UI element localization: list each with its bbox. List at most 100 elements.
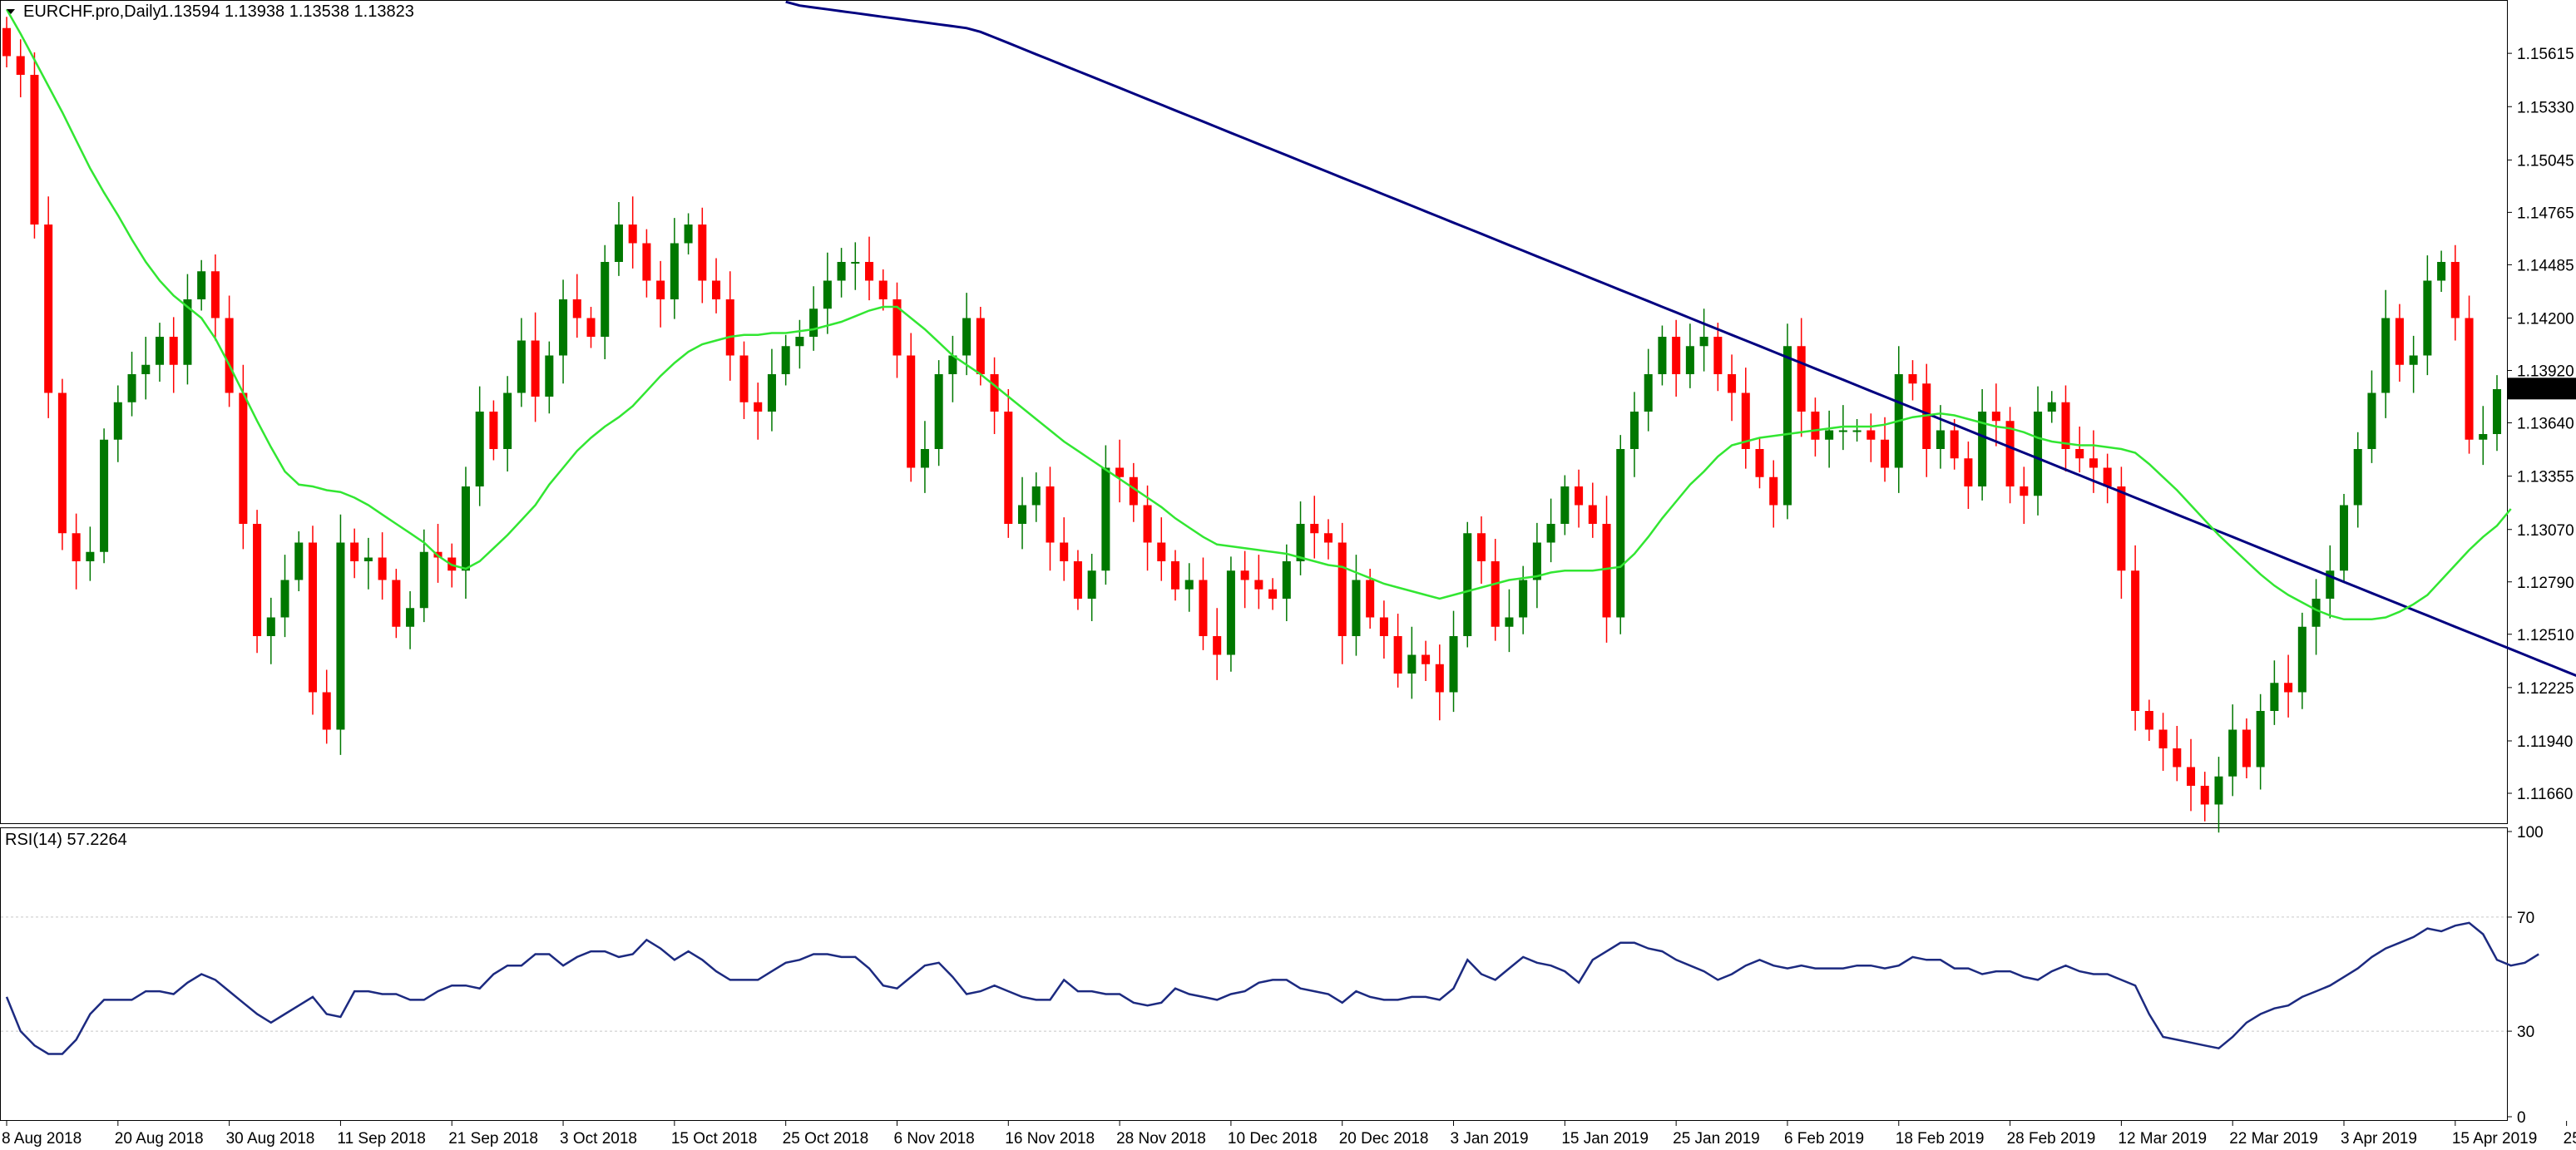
rsi-header: RSI(14) 57.2264 [5,831,127,849]
candle-bear [1602,524,1611,618]
x-tick-label: 15 Apr 2019 [2452,1130,2537,1148]
candle-bear [225,318,234,393]
y-tick-label: 1.15615 [2517,46,2574,63]
candle-bull [2228,729,2237,777]
x-tick-label: 25 Apr 2019 [2564,1130,2576,1148]
candle-bear [378,557,387,580]
x-tick-label: 25 Jan 2019 [1673,1130,1760,1148]
candle-bull [809,308,818,337]
candle-bear [1254,580,1263,590]
candle-bear [1366,580,1375,618]
y-tick-label: 1.14765 [2517,205,2574,222]
candle-bull [197,271,206,299]
candle-bull [1449,636,1458,693]
current-price-tag [2508,378,2576,400]
rsi-tick-label: 30 [2517,1024,2534,1041]
candle-bull [559,299,568,356]
candle-bull [2270,683,2279,711]
candle-bull [2034,412,2043,496]
candle-bull [1184,580,1194,590]
candle-bear [865,262,874,281]
candle-bear [586,318,596,337]
x-tick-label: 28 Feb 2019 [2007,1130,2096,1148]
header-dropdown-triangle-icon[interactable] [7,9,15,14]
rsi-line [5,921,2539,1055]
candle-bear [2450,262,2460,318]
candle-bull [1685,346,1694,374]
y-tick-label: 1.15330 [2517,99,2574,116]
candle-bear [725,299,734,356]
candle-bull [363,557,373,561]
candle-bear [2131,570,2140,711]
candle-bear [2465,318,2474,440]
candle-bull [1226,570,1235,655]
candle-bear [1811,412,1820,440]
candle-bear [2005,421,2015,486]
candle-bull [2409,355,2418,365]
candle-bear [253,524,262,636]
candle-bear [239,392,248,524]
candle-bear [907,355,916,468]
candle-bear [2144,711,2153,730]
candle-bull [545,355,554,397]
x-axis: 8 Aug 2018 20 Aug 2018 30 Aug 2018 11 Sep 2… [2,1121,2576,1148]
candle-bull [127,374,136,402]
candle-bear [572,299,581,318]
candle-bull [1978,412,1987,486]
candle-bull [837,262,846,281]
y-tick-label: 1.13640 [2517,416,2574,433]
candle-bear [1908,374,1917,384]
candle-bull [2367,392,2376,449]
candle-bull [684,225,693,244]
candle-bull [2381,318,2391,393]
candle-bull [1658,337,1667,374]
candle-bull [1519,580,1528,618]
candle-bear [2089,458,2098,468]
candle-bear [1323,533,1333,543]
current-price-label: 1.13823 [2512,381,2569,398]
y-tick-label: 1.14200 [2517,311,2574,328]
candle-bear [72,533,81,561]
candle-bull [1352,580,1361,636]
candle-bull [2492,389,2502,434]
candle-bull [1644,374,1653,412]
candle-bear [1741,392,1750,449]
y-tick-label: 1.13355 [2517,469,2574,486]
y-tick-label: 1.12225 [2517,680,2574,698]
slow-moving-average-line [785,0,2576,677]
rsi-tick-label: 70 [2517,910,2534,927]
candle-bull [1852,430,1862,432]
x-tick-label: 3 Apr 2019 [2341,1130,2417,1148]
candle-bull [767,374,776,412]
candle-bull [920,449,929,468]
x-tick-label: 12 Mar 2019 [2118,1130,2207,1148]
candle-bear [642,243,651,281]
candle-bear [392,580,401,627]
rsi-tick-label: 0 [2517,1109,2526,1127]
x-tick-label: 25 Oct 2018 [783,1130,869,1148]
candle-bear [2200,786,2209,805]
candle-bear [1213,636,1222,655]
candle-bull [1463,533,1472,636]
y-tick-label: 1.14485 [2517,257,2574,274]
x-tick-label: 18 Feb 2019 [1896,1130,1985,1148]
candle-bull [461,486,470,571]
candle-bull [1699,337,1708,347]
candle-bull [823,280,832,309]
candle-bull [517,340,526,393]
x-tick-label: 20 Aug 2018 [115,1130,204,1148]
candle-bull [419,551,428,609]
candle-bull [141,364,151,374]
y-tick-label: 1.15045 [2517,152,2574,170]
candle-bull [781,346,790,374]
candle-bear [1964,458,1973,486]
rsi-y-axis: 100 70 30 0 [2507,824,2544,1127]
candle-bear [1728,374,1737,393]
candle-bull [2214,776,2223,805]
candle-bear [1046,486,1055,543]
candle-bull [1546,524,1555,543]
candle-bull [934,374,943,449]
candle-bear [1060,542,1069,561]
candle-bear [698,225,707,281]
